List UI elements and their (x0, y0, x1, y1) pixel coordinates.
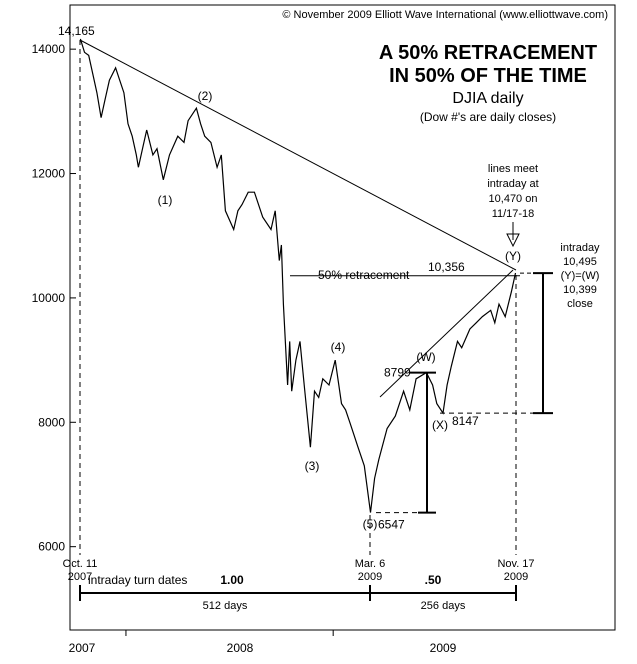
copyright: © November 2009 Elliott Wave Internation… (282, 9, 608, 21)
days-label: 256 days (421, 600, 466, 612)
channel-line (379, 269, 514, 398)
turn-label: intraday turn dates (88, 573, 187, 587)
wave-label: (2) (198, 89, 213, 103)
y-tick-label: 6000 (38, 540, 65, 554)
note: (Dow #'s are daily closes) (420, 110, 556, 124)
retracement-label: 50% retracement (318, 268, 410, 282)
wave-label: (3) (305, 459, 320, 473)
wave-label: (1) (158, 193, 173, 207)
level-label: 14,165 (58, 24, 95, 38)
ratio-label: 1.00 (220, 573, 244, 587)
date-label: 2007 (68, 571, 92, 583)
x-tick-label: 2008 (227, 641, 254, 655)
y-tick-label: 14000 (32, 42, 66, 56)
ratio-label: .50 (425, 573, 442, 587)
level-label: 10,399 (563, 284, 597, 296)
wave-label: (W) (416, 350, 435, 364)
y-tick-label: 12000 (32, 167, 66, 181)
note: 10,470 on (489, 193, 538, 205)
level-label: 10,356 (428, 260, 465, 274)
frame (69, 4, 616, 631)
level-label: 8147 (452, 414, 479, 428)
note: 11/17-18 (492, 208, 535, 220)
wave-label: (X) (432, 418, 448, 432)
x-tick-label: 2007 (69, 641, 96, 655)
note: close (567, 298, 593, 310)
date-label: 2009 (504, 571, 528, 583)
wave-label: (Y) (505, 249, 521, 263)
wave-label: (5) (363, 517, 378, 531)
wave-label: (4) (331, 340, 346, 354)
subtitle: DJIA daily (452, 90, 523, 107)
y-tick-label: 10000 (32, 291, 66, 305)
date-label: 2009 (358, 571, 382, 583)
annotations: (1) (2) (3) (4) (5) (W) (X) (Y) 50% retr… (63, 89, 600, 612)
x-tick-label: 2009 (430, 641, 457, 655)
date-label: Nov. 17 (497, 558, 534, 570)
arrow-head (506, 233, 520, 248)
note: lines meet (488, 163, 538, 175)
trend-line (79, 39, 517, 271)
level-label: 6547 (378, 518, 405, 532)
date-label: Oct. 11 (63, 558, 98, 570)
level-label: 8799 (384, 366, 411, 380)
title: IN 50% OF THE TIME (389, 65, 587, 87)
days-label: 512 days (203, 600, 248, 612)
note: 10,495 (563, 256, 597, 268)
note: intraday (560, 242, 600, 254)
note: (Y)=(W) (561, 270, 600, 282)
y-tick-label: 8000 (38, 415, 65, 429)
note: intraday at (487, 178, 538, 190)
date-label: Mar. 6 (355, 558, 386, 570)
title: A 50% RETRACEMENT (379, 42, 597, 64)
price-line (79, 38, 517, 513)
